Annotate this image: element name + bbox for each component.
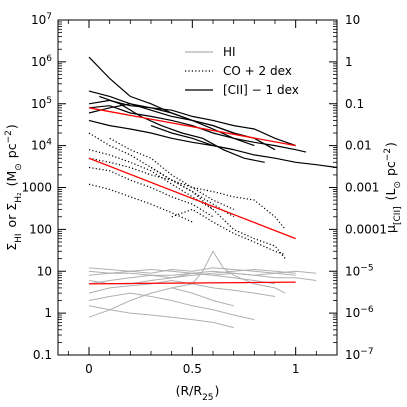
y2-tick-label: 10−6 [345,305,374,320]
x-tick-label: 0.5 [183,362,202,376]
series-line-cii-1-dex-2 [88,90,296,147]
y-tick-label: 100 [29,222,52,236]
y2-axis-label-text: μ[CII] (L⊙ pc−2) [383,142,403,233]
y-tick-label: 104 [31,138,52,153]
series-line-co-2-dex-6 [109,137,234,210]
series-line-hi-6 [88,305,234,329]
x-tick-label: 0 [85,362,93,376]
fit-layer [88,107,296,285]
series-line-cii-1-dex-7 [150,125,338,169]
series-line-cii-1-dex-8 [88,105,307,153]
series-line-co-2-dex-5 [88,183,193,223]
series-line-hi-2 [88,267,296,276]
series-line-hi-4 [88,287,234,318]
y2-tick-label: 0.0001 [345,222,387,236]
y-tick-label: 0.1 [33,348,52,362]
fit-line-hi-fit [88,281,296,285]
y2-tick-label: 0.01 [345,139,372,153]
series-line-hi-7 [88,270,317,281]
y-tick-label: 1 [44,306,52,320]
series-line-hi-9 [171,250,286,294]
y2-tick-label: 0.001 [345,181,379,195]
legend-label-co-2-dex: CO + 2 dex [223,64,292,78]
series-line-hi-5 [88,292,255,321]
series-line-cii-1-dex-6 [99,95,265,163]
y-tick-label: 1000 [21,181,52,195]
legend-label-cii-1-dex: [CII] − 1 dex [223,83,299,97]
x-tick-label: 1 [292,362,300,376]
legend-label-hi: HI [223,45,236,59]
series-line-co-2-dex-2 [88,149,214,210]
x-axis-label: (R/R25) [176,383,220,403]
series-line-co-2-dex-7 [150,166,286,259]
series-line-co-2-dex-4 [88,166,214,218]
series-line-hi-3 [88,279,276,297]
y2-tick-label: 10 [345,13,360,27]
legend: HI CO + 2 dex [CII] − 1 dex [185,45,299,97]
y-tick-label: 107 [31,12,52,27]
y-tick-label: 105 [31,96,52,111]
series-line-hi-10 [88,267,276,285]
series-line-cii-1-dex-5 [88,119,234,151]
y2-tick-label: 10−7 [345,347,374,362]
y2-tick-label: 1 [345,55,353,69]
tick-layer: 0.1110100100010410510610710−710−610−50.0… [21,12,387,376]
y2-tick-label: 10−5 [345,263,374,278]
y-tick-label: 106 [31,54,52,69]
fit-line-co-fit [88,157,296,240]
y2-tick-label: 0.1 [345,97,364,111]
y-axis-label-left: ΣHI or ΣH₂ (M⊙ pc−2) [4,124,24,251]
series-line-co-2-dex-1 [88,132,235,218]
y-tick-label: 10 [37,264,52,278]
y-axis-label-text: ΣHI or ΣH₂ (M⊙ pc−2) [4,124,24,251]
y-axis-label-right: μ[CII] (L⊙ pc−2) [383,142,403,233]
series-line-cii-1-dex-4 [88,103,255,147]
fit-line-cii-fit [88,107,296,147]
